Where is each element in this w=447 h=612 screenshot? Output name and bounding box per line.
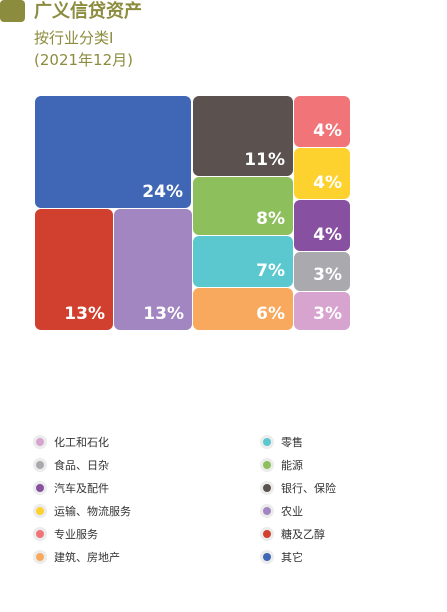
- legend-item: 食品、日杂: [33, 457, 109, 473]
- legend-item: 零售: [260, 434, 303, 450]
- treemap-tile: 13%: [114, 209, 192, 330]
- tile-value-label: 4%: [313, 173, 342, 193]
- legend-label: 农业: [281, 505, 303, 518]
- tile-value-label: 4%: [313, 121, 342, 141]
- tile-value-label: 11%: [244, 150, 285, 170]
- chart-subtitle-line1: 按行业分类I: [34, 29, 114, 47]
- legend-item: 农业: [260, 503, 303, 519]
- tile-value-label: 13%: [143, 304, 184, 324]
- legend-item: 银行、保险: [260, 480, 336, 496]
- legend-color-dot: [260, 504, 274, 518]
- legend-label: 建筑、房地产: [54, 551, 120, 564]
- legend-item: 其它: [260, 549, 303, 565]
- legend-item: 能源: [260, 457, 303, 473]
- treemap-tile: 7%: [193, 236, 293, 287]
- legend-color-dot: [33, 458, 47, 472]
- treemap-tile: 13%: [35, 209, 113, 330]
- legend-label: 其它: [281, 551, 303, 564]
- tile-value-label: 3%: [313, 265, 342, 285]
- legend-item: 专业服务: [33, 526, 98, 542]
- treemap-tile: 8%: [193, 177, 293, 235]
- legend-label: 零售: [281, 436, 303, 449]
- legend-item: 化工和石化: [33, 434, 109, 450]
- legend-color-dot: [260, 527, 274, 541]
- legend-label: 能源: [281, 459, 303, 472]
- legend-color-dot: [33, 481, 47, 495]
- legend-color-dot: [260, 435, 274, 449]
- legend-color-dot: [33, 550, 47, 564]
- legend-item: 汽车及配件: [33, 480, 109, 496]
- chart-title: 广义信贷资产: [34, 1, 142, 22]
- treemap-tile: 24%: [35, 96, 191, 208]
- tile-value-label: 3%: [313, 304, 342, 324]
- legend-color-dot: [33, 527, 47, 541]
- chart-subtitle-line2: (2021年12月): [34, 51, 133, 69]
- tile-value-label: 8%: [256, 209, 285, 229]
- treemap-tile: 4%: [294, 200, 350, 251]
- header-accent-square: [0, 0, 25, 22]
- legend-item: 糖及乙醇: [260, 526, 325, 542]
- legend-color-dot: [260, 481, 274, 495]
- legend-color-dot: [33, 504, 47, 518]
- legend-label: 专业服务: [54, 528, 98, 541]
- legend-color-dot: [260, 550, 274, 564]
- tile-value-label: 13%: [64, 304, 105, 324]
- tile-value-label: 6%: [256, 304, 285, 324]
- treemap-tile: 4%: [294, 148, 350, 199]
- legend-item: 运输、物流服务: [33, 503, 131, 519]
- legend-label: 化工和石化: [54, 436, 109, 449]
- tile-value-label: 4%: [313, 225, 342, 245]
- treemap-tile: 3%: [294, 252, 350, 291]
- tile-value-label: 7%: [256, 261, 285, 281]
- legend-label: 运输、物流服务: [54, 505, 131, 518]
- legend-label: 食品、日杂: [54, 459, 109, 472]
- treemap-tile: 6%: [193, 288, 293, 330]
- tile-value-label: 24%: [142, 182, 183, 202]
- treemap-tile: 11%: [193, 96, 293, 176]
- legend-label: 汽车及配件: [54, 482, 109, 495]
- legend-label: 银行、保险: [281, 482, 336, 495]
- legend-color-dot: [33, 435, 47, 449]
- treemap-tile: 3%: [294, 292, 350, 330]
- legend-label: 糖及乙醇: [281, 528, 325, 541]
- treemap-tile: 4%: [294, 96, 350, 147]
- legend-color-dot: [260, 458, 274, 472]
- legend-item: 建筑、房地产: [33, 549, 120, 565]
